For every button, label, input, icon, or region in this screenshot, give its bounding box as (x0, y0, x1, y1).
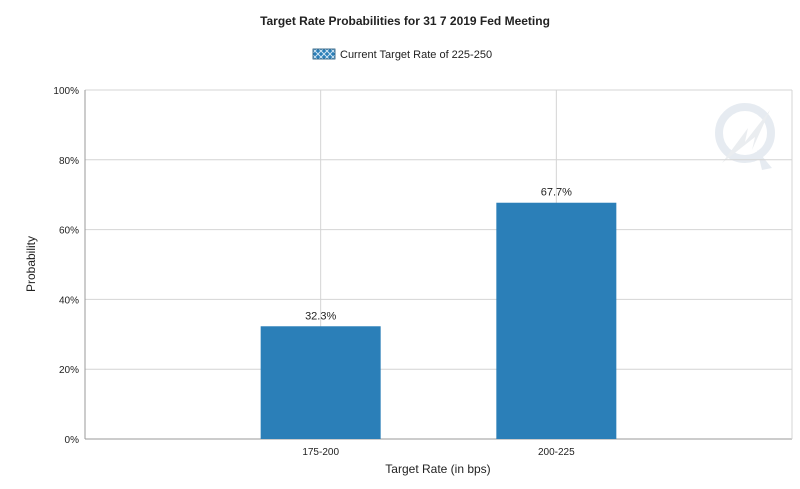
x-tick-label: 200-225 (538, 447, 575, 458)
x-tick-label: 175-200 (302, 447, 339, 458)
x-axis-label: Target Rate (in bps) (385, 462, 490, 476)
y-tick-label: 100% (53, 86, 79, 97)
legend: Current Target Rate of 225-250 (312, 48, 492, 61)
chart-title: Target Rate Probabilities for 31 7 2019 … (260, 14, 550, 28)
y-tick-label: 40% (59, 295, 79, 306)
data-label: 67.7% (541, 187, 572, 199)
y-tick-label: 20% (59, 365, 79, 376)
y-tick-label: 0% (65, 435, 80, 446)
y-tick-label: 80% (59, 156, 79, 167)
bar (260, 326, 381, 439)
legend-label: Current Target Rate of 225-250 (340, 49, 492, 61)
watermark-logo (715, 103, 775, 170)
legend-swatch (312, 48, 336, 60)
y-tick-label: 60% (59, 226, 79, 237)
bar (496, 202, 617, 439)
y-axis-label: Probability (24, 236, 38, 292)
data-label: 32.3% (305, 310, 336, 322)
